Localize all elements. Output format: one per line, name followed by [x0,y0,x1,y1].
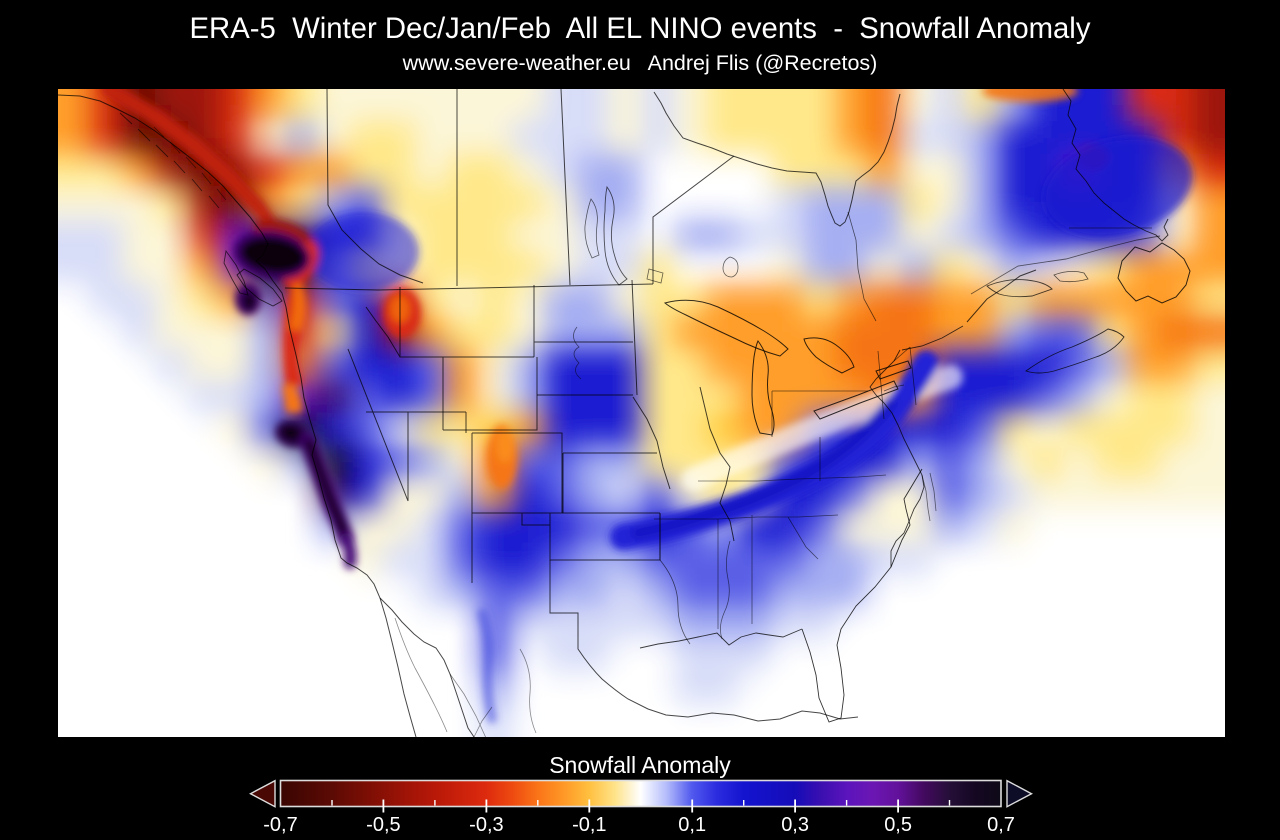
svg-text:0,3: 0,3 [781,814,809,836]
svg-text:Snowfall Anomaly: Snowfall Anomaly [549,752,731,778]
svg-text:-0,7: -0,7 [263,814,297,836]
svg-text:-0,3: -0,3 [469,814,503,836]
svg-text:0,5: 0,5 [884,814,912,836]
svg-text:-0,1: -0,1 [572,814,606,836]
svg-text:0,7: 0,7 [987,814,1015,836]
svg-text:-0,5: -0,5 [366,814,400,836]
svg-text:0,1: 0,1 [678,814,706,836]
